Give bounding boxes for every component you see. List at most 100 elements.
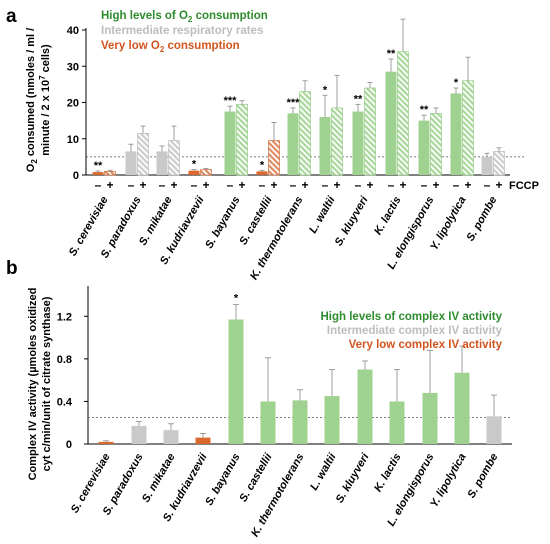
panel-a-treatment-minus: – — [227, 178, 234, 192]
panel-a-legend-suffix: consumption — [192, 10, 267, 22]
panel-a-category-label: K. lactis — [372, 195, 403, 238]
panel-a-legend-entry-1: High levels of O2 consumption — [101, 10, 268, 24]
panel-b-bar-s-mikatae — [163, 430, 179, 444]
panel-a-significance: *** — [224, 95, 238, 107]
panel-a-y-label-sub: 2 — [30, 159, 39, 164]
panel-b-y-tick-label: 0 — [66, 439, 72, 451]
panel-a-y-tick-label: 40 — [67, 25, 79, 37]
panel-b-bar-k-thermotolerans — [292, 400, 308, 444]
panel-a-significance: ** — [387, 48, 396, 60]
panel-a-bar-k-thermotolerans-plus — [299, 91, 311, 176]
panel-a-treatment-minus: – — [128, 178, 135, 192]
panel-b-legend-entry-3: Very low complex IV activity — [349, 339, 503, 351]
panel-a-legend-text: Very low O — [101, 40, 160, 52]
panel-a-treatment-plus: + — [495, 178, 502, 192]
panel-a-bar-s-kluyveri-minus — [352, 111, 364, 175]
panel-a-significance: *** — [287, 97, 301, 109]
panel-b-bar-k-lactis — [389, 401, 405, 444]
panel-a-bar-l-elongisporus-plus — [430, 113, 442, 176]
panel-a-treatment-minus: – — [388, 178, 395, 192]
panel-a-treatment-plus: + — [139, 178, 146, 192]
panel-b-bar-s-kudriavzevii — [195, 437, 211, 444]
panel-a-bar-s-bayanus-plus — [236, 104, 248, 176]
panel-a-y-label-end: cells) — [40, 44, 52, 76]
panel-a-legend-text: High levels of O — [101, 10, 188, 22]
panel-a-bar-s-bayanus-minus — [224, 111, 236, 175]
panel-a-treatment-minus: – — [322, 178, 329, 192]
panel-a-treatment-plus: + — [202, 178, 209, 192]
panel-a-legend-sub: 2 — [160, 45, 165, 54]
panel-a-treatment-plus: + — [366, 178, 373, 192]
panel-a-treatment-minus: – — [191, 178, 198, 192]
panel-a-category-label: S. kluyveri — [333, 194, 371, 248]
panel-a-treatment-plus: + — [270, 178, 277, 192]
panel-a-legend-sub: 2 — [188, 15, 193, 24]
panel-a-y-tick-label: 0 — [73, 170, 79, 182]
panel-b-y-label: Complex IV activity (µmoles oxidized cyt … — [27, 288, 53, 481]
panel-a-significance: * — [454, 77, 459, 89]
panel-b-legend-entry-1: High levels of complex IV activity — [320, 311, 502, 323]
panel-a-bar-s-paradoxus-minus — [125, 151, 137, 175]
panel-a-treatment-minus: – — [421, 178, 428, 192]
panel-b-bar-s-paradoxus — [131, 425, 147, 444]
panel-a-category-label: S. mikatae — [137, 195, 175, 248]
panel-a-legend-text: Intermediate respiratory rates — [101, 25, 263, 37]
panel-a-bar-y-lipolytica-plus — [462, 80, 474, 176]
panel-a-treatment-plus: + — [106, 178, 113, 192]
panel-a-category-label: S. bayanus — [203, 195, 242, 251]
panel-b-bar-l-elongisporus — [422, 392, 438, 444]
panel-a-treatment-minus: – — [453, 178, 460, 192]
panel-b-bar-s-kluyveri — [357, 369, 373, 444]
panel-a-y-label-rest: consumed (nmoles / ml / — [25, 28, 37, 159]
panel-a-y-label-line2: minute / 2 x 107 cells) — [38, 44, 52, 156]
panel-a-bar-s-pombe-minus — [481, 156, 493, 175]
panel-b-label: b — [6, 258, 18, 279]
panel-a-bar-s-kudriavzevii-minus — [188, 170, 200, 175]
panel-b-bar-l-waltii — [324, 396, 340, 444]
panel-b-significance: * — [234, 293, 239, 305]
panel-b-category-label: L. waltii — [308, 451, 339, 493]
panel-a-significance: * — [192, 159, 197, 171]
panel-a-bar-l-waltii-plus — [331, 107, 343, 176]
panel-b-chart: b 0 0.4 0.8 1.2 Complex IV activity (µmoles o… — [6, 258, 512, 539]
panel-b-bar-s-pombe — [486, 416, 502, 444]
panel-a-legend-suffix: consumption — [164, 40, 239, 52]
panel-b-y-tick-label: 1.2 — [57, 311, 72, 323]
panel-a-bar-s-kudriavzevii-plus — [200, 169, 212, 176]
panel-a-significance: * — [323, 84, 328, 96]
panel-a-y-tick-label: 10 — [67, 134, 79, 146]
panel-a-treatment-plus: + — [301, 178, 308, 192]
panel-a-bar-s-paradoxus-plus — [137, 133, 149, 176]
panel-b-legend-entry-2: Intermediate complex IV activity — [327, 325, 503, 337]
panel-a-treatment-plus: + — [464, 178, 471, 192]
panel-b-y-tick-label: 0.4 — [57, 396, 73, 408]
panel-a-significance: ** — [354, 93, 363, 105]
panel-a-bar-y-lipolytica-minus — [450, 93, 462, 175]
panel-b-category-label: S. kluyveri — [334, 451, 372, 505]
panel-b-bar-y-lipolytica — [454, 372, 470, 444]
panel-a-bar-k-lactis-plus — [397, 51, 409, 176]
panel-a-significance: * — [260, 159, 265, 171]
panel-a-bar-k-lactis-minus — [385, 71, 397, 175]
panel-b-category-label: S. pombe — [465, 452, 500, 501]
panel-a-bar-l-elongisporus-minus — [418, 120, 430, 175]
panel-a-treatment-plus: + — [238, 178, 245, 192]
panel-b-category-label: S. mikatae — [140, 452, 178, 505]
panel-a-label: a — [6, 6, 17, 27]
panel-a-category-label: S. pombe — [464, 195, 499, 244]
panel-a-y-label-line1: O2 consumed (nmoles / ml / — [25, 28, 39, 172]
panel-b-category-label: K. lactis — [372, 452, 403, 495]
panel-a-y-tick-label: 30 — [67, 61, 79, 73]
panel-a-bar-s-castellii-plus — [268, 140, 280, 176]
panel-a-treatment-minus: – — [290, 178, 297, 192]
panel-b-bar-s-cerevisiae — [98, 441, 114, 444]
panel-a-bar-s-mikatae-minus — [156, 151, 168, 175]
panel-a-y-label-sup: 7 — [38, 75, 47, 80]
panel-b-bar-s-bayanus — [228, 319, 244, 444]
panel-a-treatment-minus: – — [355, 178, 362, 192]
panel-a-treatment-plus: + — [170, 178, 177, 192]
panel-a-significance: ** — [420, 104, 429, 116]
panel-a-treatment-plus: + — [399, 178, 406, 192]
panel-a-bar-s-kluyveri-plus — [364, 87, 376, 176]
